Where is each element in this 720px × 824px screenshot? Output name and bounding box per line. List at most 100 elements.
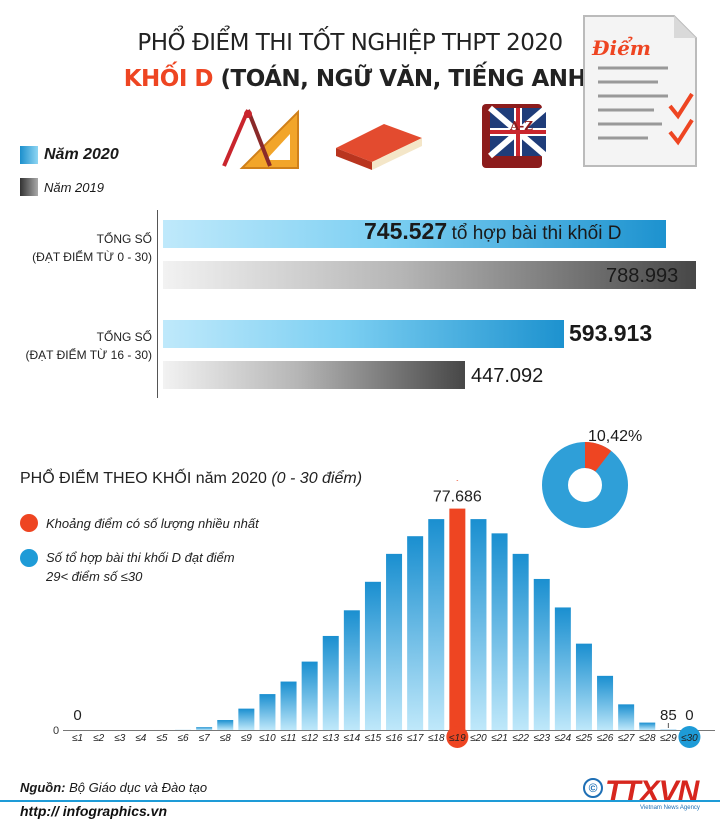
data-label: 0 [73, 707, 81, 724]
legend-2020-swatch [20, 146, 38, 164]
x-tick-label: ≤6 [178, 733, 189, 744]
bar-peak [449, 508, 466, 730]
distribution-bar [575, 643, 592, 730]
distribution-bar [554, 607, 571, 730]
legend-2019: Năm 2019 [20, 178, 104, 196]
x-tick-label: ≤18 [428, 733, 445, 744]
distribution-chart: 0 ≤1 ≤2 ≤3 ≤4 ≤5 ≤6 ≤7 ≤8 ≤9 ≤10 ≤11 ≤12 ≤13 ≤14 ≤15 ≤16… [53, 480, 715, 748]
donut-percent-label: 10,42% [588, 428, 643, 445]
distribution-bar [217, 720, 234, 730]
x-tick-label: ≤24 [555, 733, 572, 744]
compass-ruler-icon [222, 109, 299, 169]
x-tick-label: ≤19 [449, 733, 466, 744]
distribution-bar [491, 533, 508, 730]
bar-2019-16-30-value: 447.092 [471, 365, 544, 387]
x-tick-label: ≤25 [576, 733, 593, 744]
value-2020-total: 745.527 [364, 218, 448, 244]
legend-peak-text: Khoảng điểm có số lượng nhiều nhất [46, 516, 259, 531]
x-tick-label: ≤29 [660, 733, 677, 744]
x-tick-label: ≤5 [156, 733, 167, 744]
legend-2020: Năm 2020 [20, 146, 119, 164]
bar-2019-total-value: 788.993 [606, 265, 679, 287]
x-tick-label: ≤16 [386, 733, 403, 744]
x-tick-label: ≤10 [259, 733, 276, 744]
x-tick-label: ≤23 [533, 733, 550, 744]
source-text: Bộ Giáo dục và Đào tạo [65, 780, 208, 795]
x-tick-label: ≤22 [512, 733, 529, 744]
group-label-line1: TỔNG SỐ [96, 232, 152, 246]
x-tick-label: ≤11 [281, 733, 297, 744]
bar-2019-total [163, 261, 696, 289]
dist-section-title: PHỔ ĐIỂM THEO KHỐI năm 2020 (0 - 30 điểm… [20, 470, 362, 488]
distribution-bar [470, 519, 487, 730]
x-tick-label: ≤28 [639, 733, 656, 744]
value-2020-suffix: tổ hợp bài thi khối D [451, 223, 622, 244]
dist-title-main: PHỔ ĐIỂM THEO KHỐI năm 2020 [20, 470, 272, 487]
legend-2020-label: Năm 2020 [44, 146, 119, 163]
x-tick-label: ≤9 [241, 733, 252, 744]
source-note: Nguồn: Bộ Giáo dục và Đào tạo [20, 780, 207, 795]
y-zero-label: 0 [53, 725, 59, 737]
distribution-bar [280, 681, 297, 730]
x-tick-label: ≤3 [114, 733, 125, 744]
ttxvn-logo: TTXVN [605, 775, 699, 808]
bar-2020-total [163, 220, 666, 248]
score-sheet-icon: Điểm [578, 12, 700, 170]
english-book-icon: A-Z [482, 104, 548, 168]
distribution-bar [639, 722, 656, 730]
x-tick-label: ≤2 [93, 733, 104, 744]
donut-chart [542, 442, 628, 528]
distribution-bar [428, 519, 445, 730]
legend-top-line2: 29< điểm số ≤30 [46, 569, 143, 584]
peak-leader-line [456, 480, 459, 481]
x-tick-label: ≤21 [491, 733, 508, 744]
distribution-bar [512, 553, 529, 730]
data-label: 77.686 [433, 489, 482, 506]
distribution-bar [196, 727, 213, 730]
x-tick-label: ≤1 [72, 733, 83, 744]
data-label: 85 [660, 707, 677, 724]
distribution-bar [618, 704, 635, 730]
bar-2020-16-30 [163, 320, 564, 348]
legend-2019-label: Năm 2019 [44, 179, 104, 195]
title-highlight: KHỐI D [123, 66, 214, 92]
distribution-bar [322, 635, 339, 730]
dist-title-italic: (0 - 30 điểm) [271, 470, 363, 487]
x-tick-label: ≤12 [301, 733, 318, 744]
copyright-icon: © [583, 778, 603, 798]
book-icon [336, 124, 422, 170]
legend-top-text: Số tổ hợp bài thi khối D đạt điểm 29< đi… [46, 548, 235, 586]
group-label-line2: (ĐẠT ĐIỂM TỪ 16 - 30) [25, 348, 153, 362]
x-tick-label: ≤30 [681, 733, 698, 744]
x-tick-label: ≤8 [220, 733, 231, 744]
distribution-bar [533, 578, 550, 730]
x-tick-label: ≤27 [618, 733, 635, 744]
page-subtitle: KHỐI D (TOÁN, NGỮ VĂN, TIẾNG ANH) [110, 66, 610, 92]
x-tick-label: ≤26 [597, 733, 614, 744]
legend-top-dot [20, 549, 38, 567]
svg-text:A-Z: A-Z [509, 119, 533, 133]
distribution-bar [259, 694, 276, 730]
totals-axis [157, 210, 158, 398]
legend-top-line1: Số tổ hợp bài thi khối D đạt điểm [46, 550, 235, 565]
distribution-bar [238, 708, 255, 730]
bar-2020-16-30-value: 593.913 [569, 320, 653, 346]
distribution-bar [386, 553, 403, 730]
top-score-marker [678, 726, 701, 748]
legend-peak-dot [20, 514, 38, 532]
distribution-bar [364, 581, 381, 730]
score-sheet-label: Điểm [592, 36, 651, 60]
x-tick-label: ≤14 [344, 733, 361, 744]
x-tick-label: ≤15 [365, 733, 382, 744]
bar-2020-total-value: 745.527 tổ hợp bài thi khối D [364, 218, 621, 245]
site-url[interactable]: http:// infographics.vn [20, 803, 167, 819]
peak-marker [446, 726, 469, 748]
title-rest: (TOÁN, NGỮ VĂN, TIẾNG ANH) [212, 66, 597, 92]
data-label: 0 [685, 707, 693, 724]
x-tick-label: ≤20 [470, 733, 487, 744]
distribution-bar [597, 675, 614, 730]
source-label: Nguồn: [20, 780, 66, 795]
distribution-bar [343, 610, 360, 730]
x-tick-label: ≤4 [135, 733, 146, 744]
logo-subtitle: Vietnam News Agency [640, 805, 700, 811]
